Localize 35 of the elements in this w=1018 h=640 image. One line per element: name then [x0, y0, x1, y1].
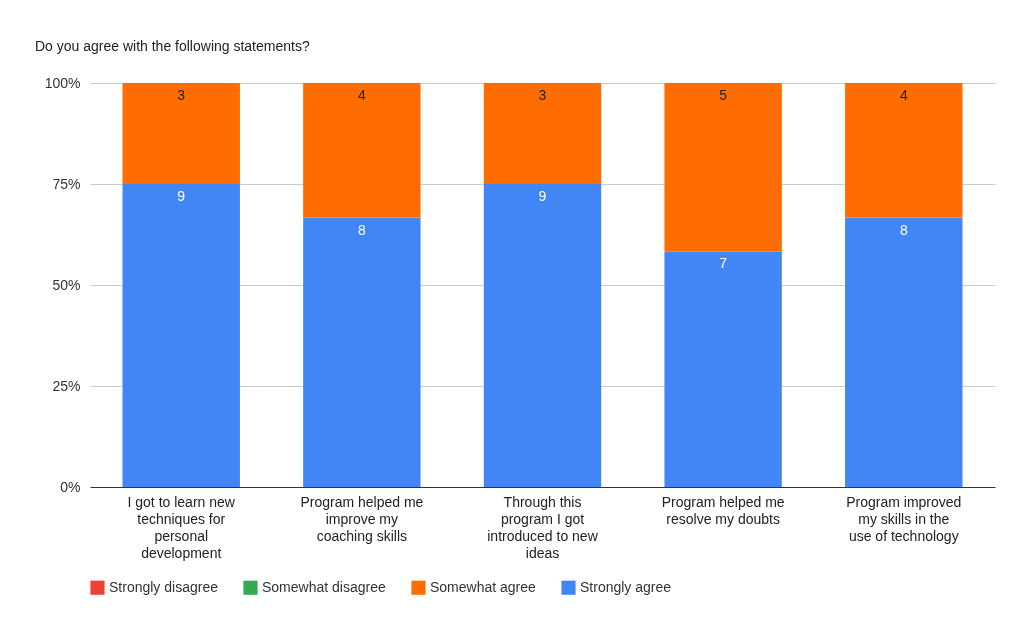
x-tick-label: Program helped me resolve my doubts	[661, 493, 785, 527]
x-tick-label: Program improved my skills in the use of technology	[846, 493, 962, 544]
y-tick-label: 50%	[52, 276, 81, 293]
bar	[664, 251, 782, 487]
annotation: 4	[357, 87, 366, 103]
annotation: 8	[899, 221, 908, 238]
y-tick-label: 75%	[52, 175, 81, 192]
chart-title: Do you agree with the following statements?	[35, 38, 310, 54]
annotation: 9	[177, 188, 186, 204]
annotation: 3	[177, 87, 186, 103]
bar	[483, 83, 602, 184]
y-tick-label: 100%	[44, 74, 81, 91]
bar	[664, 83, 782, 252]
annotation: 5	[719, 87, 728, 103]
x-tick-label: I got to learn new techniques for personal development	[127, 493, 236, 561]
bar	[845, 217, 963, 487]
x-tick-label: Program helped me improve my coaching skills	[300, 493, 424, 544]
bar	[303, 83, 421, 218]
bar	[483, 184, 602, 487]
y-tick-label: 25%	[52, 377, 81, 394]
legend-label: Strongly agree	[580, 578, 672, 595]
annotation: 3	[538, 87, 547, 103]
y-tick-label: 0%	[60, 478, 81, 495]
bar	[845, 83, 963, 218]
annotation: 4	[899, 87, 908, 103]
legend-label: Somewhat agree	[430, 578, 537, 595]
annotation: 9	[538, 188, 547, 204]
bar	[122, 184, 240, 487]
bar	[303, 217, 421, 487]
x-tick-label: Through this program I got introduced to new ideas	[487, 493, 599, 561]
legend-label: Somewhat disagree	[262, 578, 386, 595]
annotation: 7	[719, 255, 728, 272]
legend-label: Strongly disagree	[109, 578, 219, 595]
bar	[122, 83, 240, 184]
annotation: 8	[357, 221, 366, 238]
